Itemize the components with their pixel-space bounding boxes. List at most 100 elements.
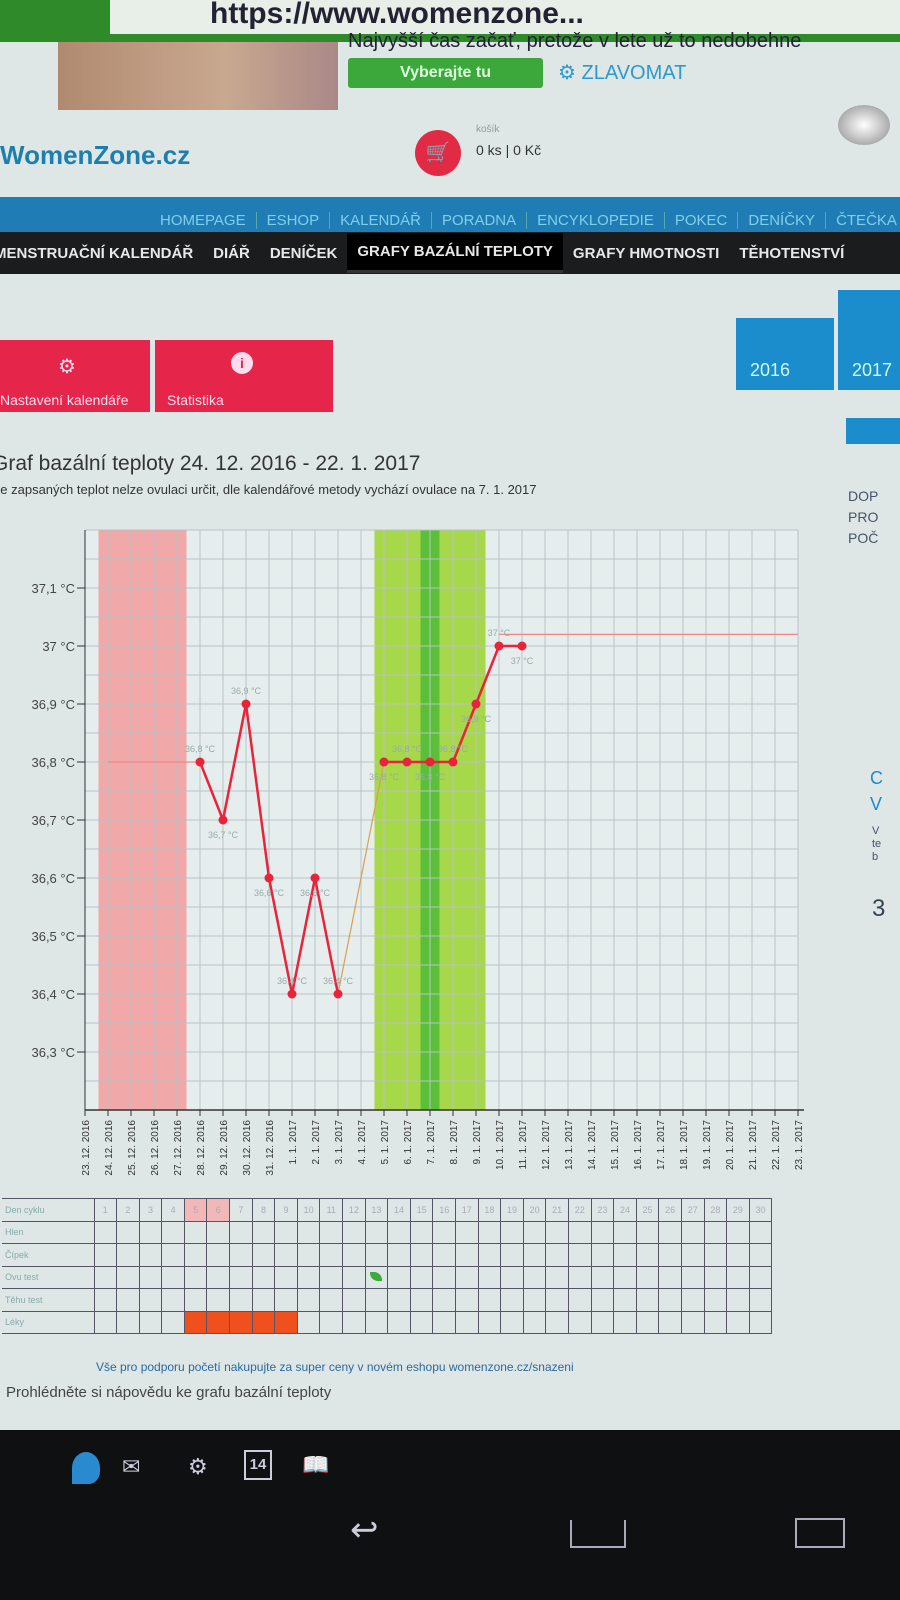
table-cell[interactable]: [545, 1310, 569, 1334]
cart-icon[interactable]: 🛒: [415, 130, 461, 176]
table-cell[interactable]: [748, 1310, 773, 1334]
table-cell[interactable]: [522, 1310, 547, 1334]
table-cell[interactable]: 2: [116, 1198, 140, 1222]
ad-banner[interactable]: Najvyšší čas začať, pretože v lete už to…: [58, 30, 900, 112]
table-cell[interactable]: [590, 1265, 615, 1289]
table-cell[interactable]: [726, 1220, 750, 1244]
table-cell[interactable]: [296, 1220, 321, 1244]
table-cell[interactable]: [409, 1243, 434, 1267]
table-cell[interactable]: [387, 1243, 411, 1267]
table-cell[interactable]: [206, 1243, 231, 1267]
table-cell[interactable]: [658, 1265, 682, 1289]
table-cell[interactable]: [726, 1243, 750, 1267]
table-cell[interactable]: [387, 1220, 411, 1244]
table-cell[interactable]: [477, 1288, 502, 1312]
table-cell[interactable]: [477, 1310, 502, 1334]
subnav-tehotenstvi[interactable]: TĚHOTENSTVÍ: [739, 244, 845, 262]
table-cell[interactable]: 30: [748, 1198, 773, 1222]
table-cell[interactable]: [319, 1288, 344, 1312]
table-cell[interactable]: [116, 1288, 140, 1312]
table-cell[interactable]: [680, 1265, 705, 1289]
table-cell[interactable]: [116, 1310, 140, 1334]
table-cell[interactable]: 9: [274, 1198, 298, 1222]
table-cell[interactable]: [658, 1243, 682, 1267]
table-cell[interactable]: [703, 1220, 728, 1244]
nav-poradna[interactable]: PORADNA: [432, 211, 528, 229]
avatar[interactable]: [838, 105, 890, 145]
table-cell[interactable]: [364, 1265, 389, 1289]
table-cell[interactable]: [590, 1243, 615, 1267]
table-cell[interactable]: [703, 1310, 728, 1334]
table-cell[interactable]: [635, 1265, 660, 1289]
nav-ctecka[interactable]: ČTEČKA: [826, 212, 900, 229]
table-cell[interactable]: [455, 1288, 479, 1312]
table-cell[interactable]: [455, 1310, 479, 1334]
table-cell[interactable]: 8: [251, 1198, 276, 1222]
table-cell[interactable]: 22: [567, 1198, 592, 1222]
table-cell[interactable]: [296, 1243, 321, 1267]
table-cell[interactable]: 11: [319, 1198, 344, 1222]
table-cell[interactable]: 3: [138, 1198, 163, 1222]
table-cell[interactable]: [116, 1220, 140, 1244]
table-cell[interactable]: [613, 1265, 637, 1289]
table-cell[interactable]: [161, 1265, 185, 1289]
nav-denicky[interactable]: DENÍČKY: [738, 211, 827, 229]
table-cell[interactable]: [342, 1265, 366, 1289]
year-2017-tab[interactable]: 2017: [838, 290, 900, 390]
table-cell[interactable]: [274, 1310, 298, 1334]
recent-apps-icon[interactable]: [795, 1518, 845, 1548]
table-cell[interactable]: [342, 1288, 366, 1312]
table-cell[interactable]: [274, 1220, 298, 1244]
table-cell[interactable]: [567, 1310, 592, 1334]
table-cell[interactable]: [274, 1288, 298, 1312]
table-cell[interactable]: [432, 1243, 456, 1267]
table-cell[interactable]: [183, 1310, 208, 1334]
table-cell[interactable]: [477, 1220, 502, 1244]
table-cell[interactable]: [658, 1220, 682, 1244]
nav-eshop[interactable]: ESHOP: [257, 211, 331, 229]
table-cell[interactable]: [296, 1310, 321, 1334]
table-cell[interactable]: [319, 1220, 344, 1244]
table-cell[interactable]: [183, 1220, 208, 1244]
table-cell[interactable]: [613, 1288, 637, 1312]
table-cell[interactable]: [567, 1243, 592, 1267]
table-cell[interactable]: [342, 1243, 366, 1267]
table-cell[interactable]: [613, 1243, 637, 1267]
table-cell[interactable]: [364, 1310, 389, 1334]
table-cell[interactable]: [138, 1243, 163, 1267]
subnav-diar[interactable]: DIÁŘ: [213, 244, 250, 262]
table-cell[interactable]: [319, 1310, 344, 1334]
table-cell[interactable]: 15: [409, 1198, 434, 1222]
table-cell[interactable]: [590, 1288, 615, 1312]
mail-icon[interactable]: ✉: [122, 1454, 141, 1479]
table-cell[interactable]: [590, 1310, 615, 1334]
table-cell[interactable]: [477, 1265, 502, 1289]
subnav-denicek[interactable]: DENÍČEK: [269, 244, 338, 262]
table-cell[interactable]: [229, 1243, 253, 1267]
table-cell[interactable]: [522, 1243, 547, 1267]
table-cell[interactable]: [748, 1243, 773, 1267]
site-logo[interactable]: WomenZone.cz: [0, 140, 191, 170]
table-cell[interactable]: [183, 1265, 208, 1289]
table-cell[interactable]: 17: [455, 1198, 479, 1222]
table-cell[interactable]: 12: [342, 1198, 366, 1222]
table-cell[interactable]: [387, 1288, 411, 1312]
cart-value[interactable]: 0 ks | 0 Kč: [476, 142, 542, 158]
table-cell[interactable]: 19: [500, 1198, 524, 1222]
table-cell[interactable]: [522, 1220, 547, 1244]
table-cell[interactable]: [409, 1288, 434, 1312]
table-cell[interactable]: [296, 1288, 321, 1312]
table-cell[interactable]: [251, 1310, 276, 1334]
table-cell[interactable]: [703, 1243, 728, 1267]
back-icon[interactable]: ↩: [350, 1511, 379, 1549]
table-cell[interactable]: [680, 1220, 705, 1244]
table-cell[interactable]: [387, 1265, 411, 1289]
table-cell[interactable]: [748, 1288, 773, 1312]
home-icon[interactable]: [570, 1520, 626, 1548]
table-cell[interactable]: [748, 1265, 773, 1289]
table-cell[interactable]: [409, 1265, 434, 1289]
table-cell[interactable]: [409, 1310, 434, 1334]
table-cell[interactable]: [93, 1310, 118, 1334]
nav-encyklopedie[interactable]: ENCYKLOPEDIE: [527, 211, 665, 229]
table-cell[interactable]: [658, 1288, 682, 1312]
